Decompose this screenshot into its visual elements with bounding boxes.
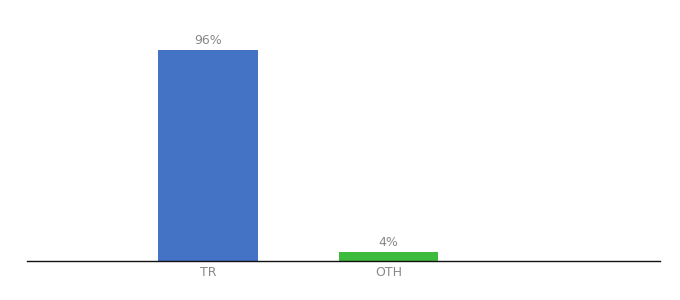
Bar bbox=[158, 50, 258, 261]
Text: 96%: 96% bbox=[194, 34, 222, 47]
Text: 4%: 4% bbox=[379, 236, 398, 249]
Bar bbox=[339, 252, 438, 261]
